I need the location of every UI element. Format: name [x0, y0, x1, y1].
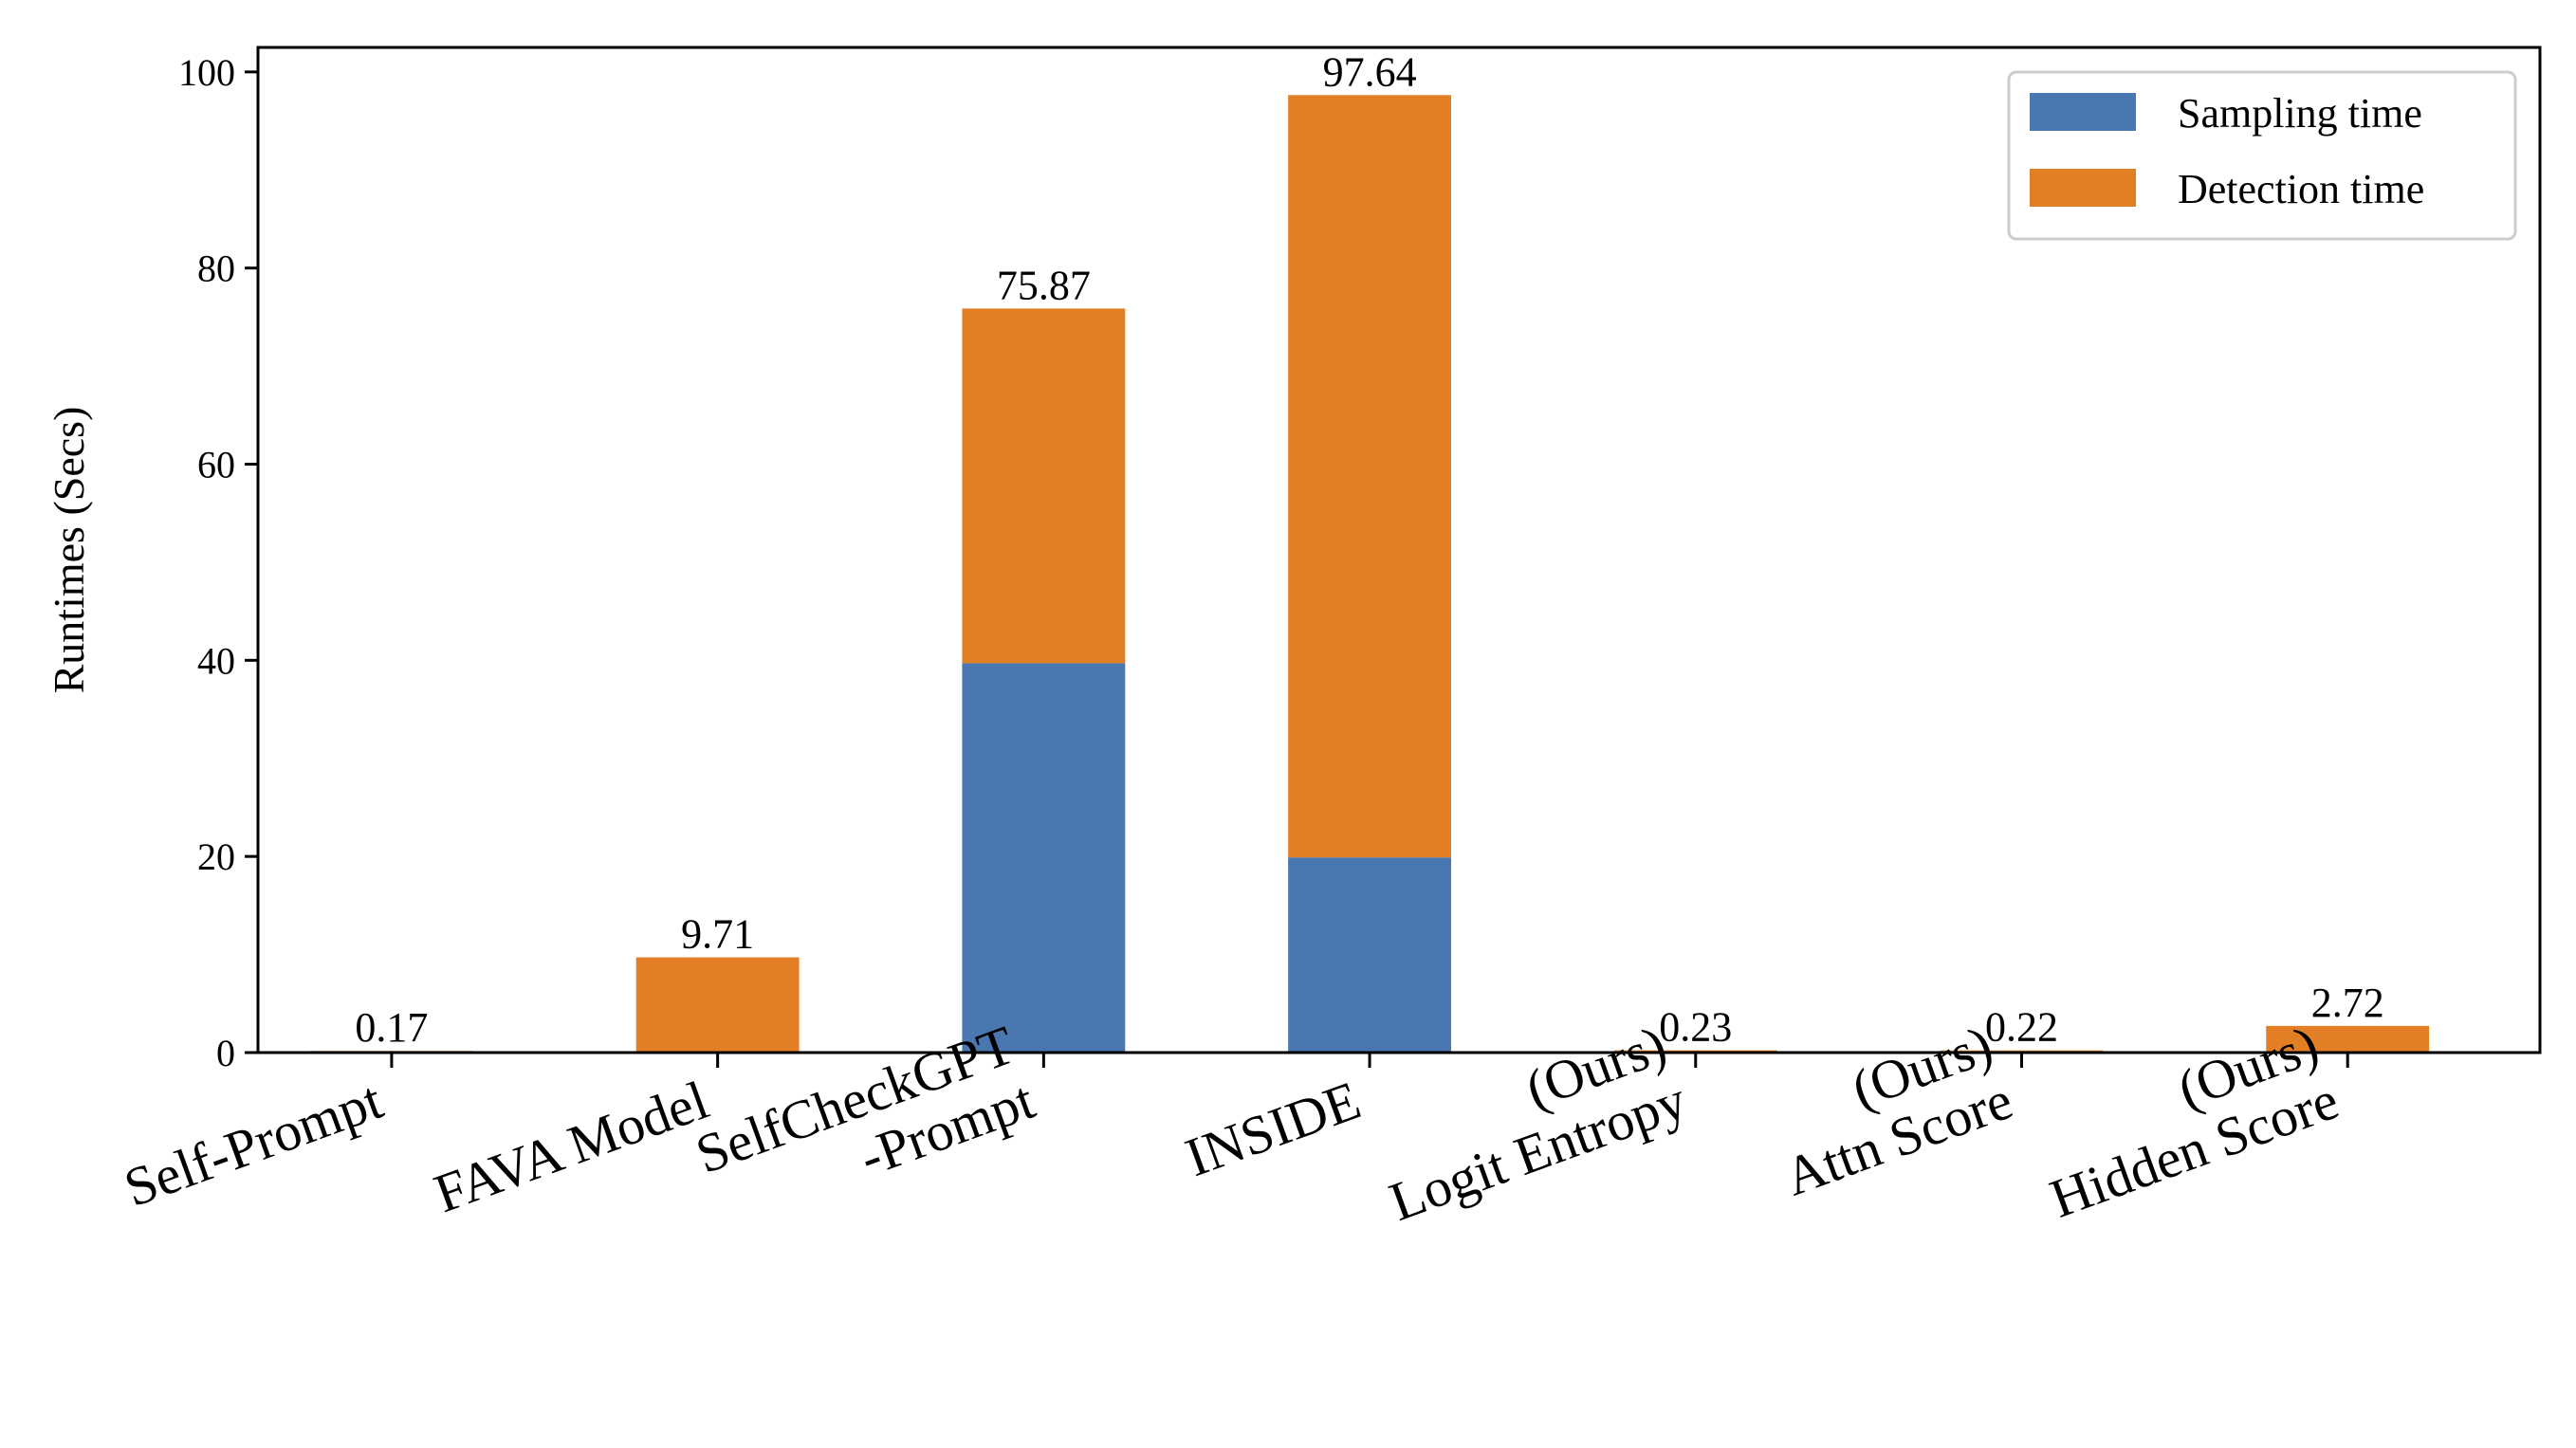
legend-label-sampling: Sampling time — [2178, 90, 2422, 137]
bar-sampling-2 — [962, 663, 1126, 1053]
y-tick-label: 40 — [197, 639, 235, 682]
bar-detection-1 — [635, 957, 800, 1053]
y-tick-label: 60 — [197, 444, 235, 486]
total-label-1: 9.71 — [681, 911, 754, 958]
total-label-2: 75.87 — [997, 262, 1091, 308]
bar-detection-2 — [962, 308, 1126, 664]
y-tick-label: 20 — [197, 835, 235, 878]
legend-label-detection: Detection time — [2178, 166, 2424, 212]
bars-layer — [309, 95, 2430, 1053]
total-label-3: 97.64 — [1323, 48, 1417, 95]
y-tick-label: 80 — [197, 247, 235, 290]
total-label-4: 0.23 — [1659, 1004, 1732, 1051]
plot-frame — [256, 46, 2542, 1054]
y-axis: 0 20 40 60 80 100 — [178, 51, 258, 1074]
bar-sampling-3 — [1288, 857, 1451, 1053]
total-label-5: 0.22 — [1985, 1004, 2058, 1051]
total-label-6: 2.72 — [2311, 980, 2384, 1026]
bar-detection-3 — [1288, 95, 1451, 858]
y-tick-label: 0 — [216, 1032, 235, 1074]
y-tick-label: 100 — [178, 51, 235, 94]
legend: Sampling time Detection time — [2007, 70, 2517, 241]
data-labels-layer: 0.17 9.71 75.87 97.64 0.23 0.22 2.72 — [355, 48, 2383, 1051]
legend-swatch-sampling — [2030, 93, 2136, 131]
legend-swatch-detection — [2030, 169, 2136, 207]
y-axis-title: Runtimes (Secs) — [45, 407, 93, 694]
bar-detection-6 — [2266, 1025, 2430, 1053]
total-label-0: 0.17 — [355, 1004, 428, 1051]
